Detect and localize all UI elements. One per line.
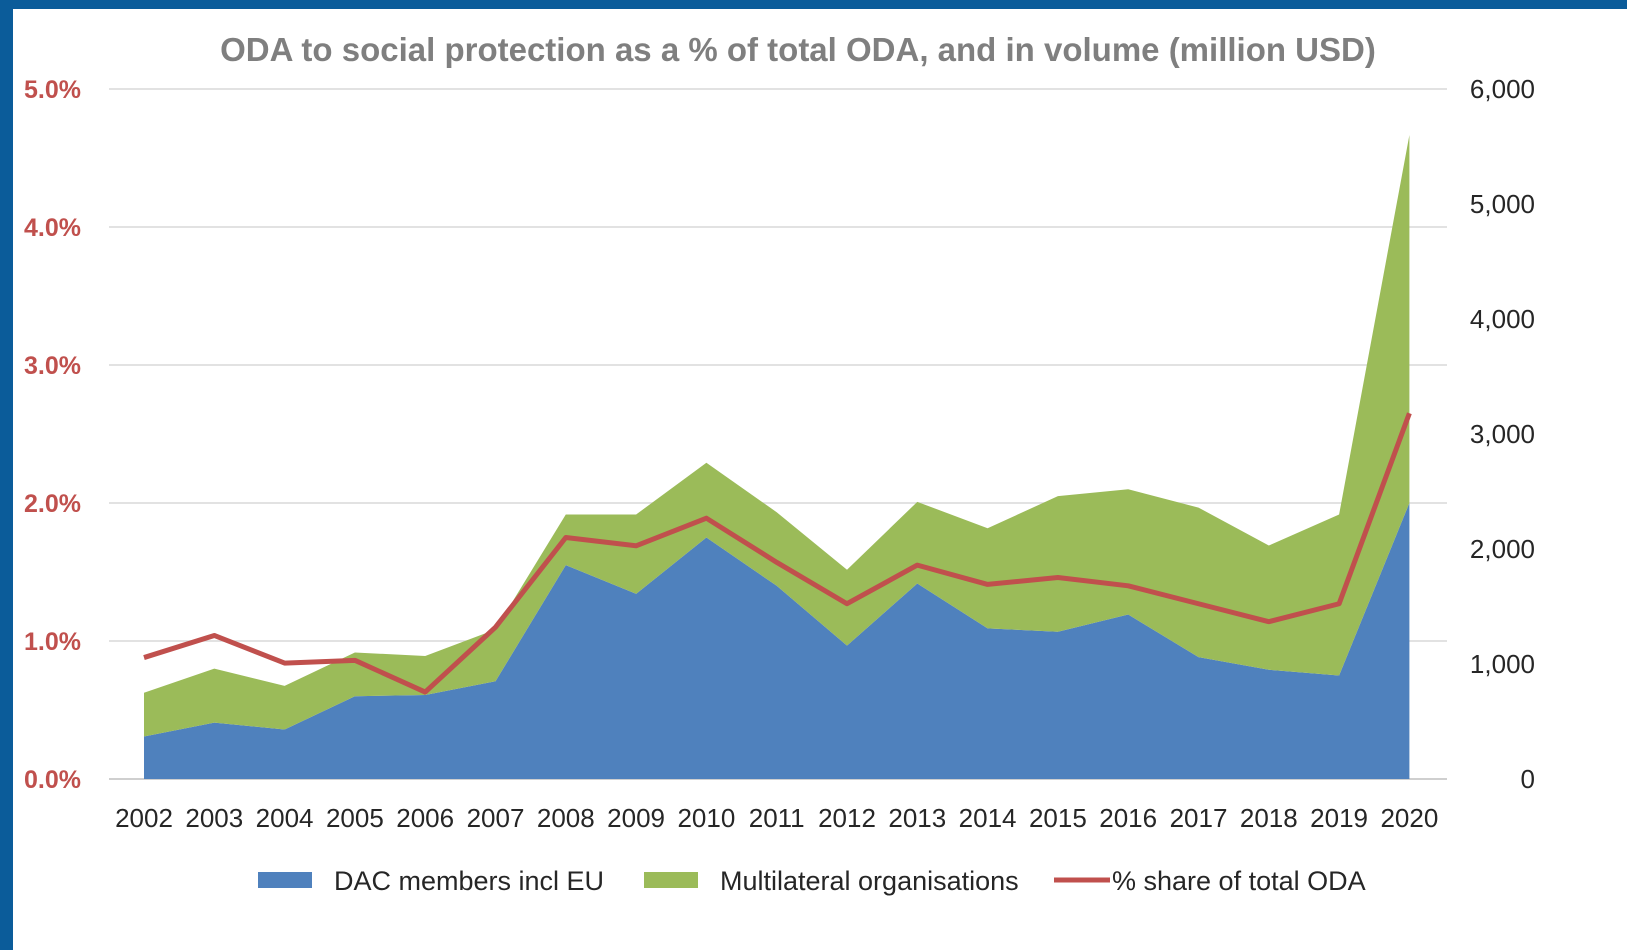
x-tick-label: 2007	[467, 803, 525, 833]
y-left-tick-label: 5.0%	[24, 76, 81, 104]
y-right-tick-label: 2,000	[1470, 534, 1535, 564]
x-tick-label: 2004	[256, 803, 314, 833]
y-right-tick-label: 4,000	[1470, 304, 1535, 334]
y-left-tick-label: 3.0%	[24, 352, 81, 380]
x-tick-label: 2010	[677, 803, 735, 833]
legend-label-share-of-total-oda: % share of total ODA	[1112, 866, 1366, 896]
x-tick-label: 2015	[1029, 803, 1087, 833]
legend-swatch-dac-members-incl-eu	[258, 872, 312, 888]
x-tick-label: 2005	[326, 803, 384, 833]
chart-svg: ODA to social protection as a % of total…	[24, 31, 1535, 896]
x-tick-label: 2006	[396, 803, 454, 833]
x-tick-label: 2014	[959, 803, 1017, 833]
x-tick-label: 2013	[888, 803, 946, 833]
y-right-tick-label: 3,000	[1470, 419, 1535, 449]
x-tick-label: 2008	[537, 803, 595, 833]
y-axis-right: 0 1,000 2,000 3,000 4,000 5,000 6,000	[1470, 74, 1535, 794]
y-right-tick-label: 5,000	[1470, 189, 1535, 219]
x-tick-label: 2011	[749, 803, 805, 833]
x-tick-label: 2017	[1170, 803, 1228, 833]
line-series	[143, 412, 1412, 695]
x-tick-label: 2002	[115, 803, 173, 833]
y-right-tick-label: 1,000	[1470, 649, 1535, 679]
line-share-of-total-oda	[143, 412, 1412, 695]
y-left-tick-label: 0.0%	[24, 766, 81, 794]
x-axis: 2002 2003 2004 2005 2006 2007 2008 2009 2010 2011…	[115, 803, 1438, 833]
legend: DAC members incl EU Multilateral organisa…	[258, 866, 1366, 896]
x-tick-label: 2020	[1380, 803, 1438, 833]
y-right-tick-label: 6,000	[1470, 74, 1535, 104]
legend-label-multilateral-organisations: Multilateral organisations	[720, 866, 1019, 896]
x-tick-label: 2012	[818, 803, 876, 833]
y-left-tick-label: 2.0%	[24, 490, 81, 518]
y-left-tick-label: 4.0%	[24, 214, 81, 242]
chart-title: ODA to social protection as a % of total…	[220, 31, 1376, 68]
y-right-tick-label: 0	[1521, 764, 1535, 794]
area-multilateral-organisations	[144, 135, 1410, 737]
y-axis-left: 0.0% 1.0% 2.0% 3.0% 4.0% 5.0%	[24, 76, 81, 794]
x-tick-label: 2009	[607, 803, 665, 833]
x-tick-label: 2018	[1240, 803, 1298, 833]
x-tick-label: 2016	[1099, 803, 1157, 833]
legend-swatch-multilateral-organisations	[644, 872, 698, 888]
chart-frame: ODA to social protection as a % of total…	[13, 9, 1627, 950]
x-tick-label: 2003	[185, 803, 243, 833]
legend-label-dac-members-incl-eu: DAC members incl EU	[334, 866, 604, 896]
area-series	[144, 135, 1410, 779]
area-dac-members-incl-eu	[144, 503, 1410, 779]
y-left-tick-label: 1.0%	[24, 628, 81, 656]
x-tick-label: 2019	[1310, 803, 1368, 833]
